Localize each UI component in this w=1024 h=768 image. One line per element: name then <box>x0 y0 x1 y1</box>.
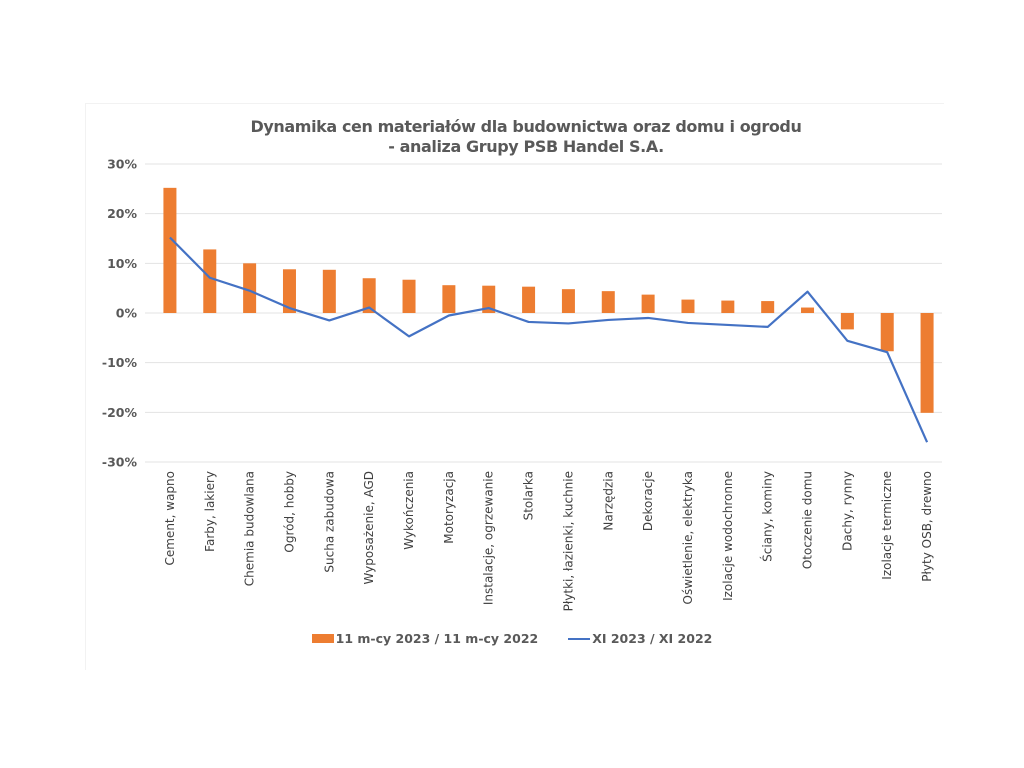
legend-swatch-bar <box>311 634 334 643</box>
x-tick-label: Stolarka <box>522 471 536 520</box>
x-tick-label: Farby, lakiery <box>203 471 217 552</box>
x-tick-label: Chemia budowlana <box>243 471 257 586</box>
y-tick-label: 20% <box>107 206 137 221</box>
legend: 11 m-cy 2023 / 11 m-cy 2022 XI 2023 / XI… <box>0 631 1024 646</box>
bar <box>362 278 376 313</box>
bar <box>840 313 854 330</box>
bar <box>681 299 695 313</box>
bar <box>880 313 894 352</box>
bar <box>561 289 575 313</box>
x-tick-label: Ogród, hobby <box>282 471 296 553</box>
bar-series <box>163 187 934 413</box>
x-tick-label: Izolacje wodochronne <box>721 471 735 601</box>
bar <box>482 285 496 313</box>
legend-swatch-line <box>568 637 591 640</box>
x-tick-label: Cement, wapno <box>163 471 177 566</box>
x-tick-label: Narzędzia <box>601 471 615 531</box>
x-tick-label: Sucha zabudowa <box>322 471 336 573</box>
bar <box>442 285 456 313</box>
chart-title: Dynamika cen materiałów dla budownictwa … <box>250 117 802 136</box>
x-tick-label: Dekoracje <box>641 471 655 531</box>
bar <box>601 291 615 313</box>
line-series <box>169 236 929 443</box>
bar <box>761 301 775 313</box>
x-tick-label: Izolacje termiczne <box>880 471 894 580</box>
y-axis-ticks: 30% 20% 10% 0% -10% -20% -30% <box>102 157 138 470</box>
y-tick-label: -20% <box>102 405 138 420</box>
bar <box>322 269 336 313</box>
bar <box>721 300 735 313</box>
legend-label-bar: 11 m-cy 2023 / 11 m-cy 2022 <box>335 631 539 646</box>
y-tick-label: -30% <box>102 455 138 470</box>
x-tick-label: Oświetlenie, elektryka <box>681 471 695 604</box>
bar <box>163 187 177 313</box>
x-tick-label: Instalacje, ogrzewanie <box>482 471 496 605</box>
bar <box>243 263 257 313</box>
y-tick-label: 10% <box>107 256 137 271</box>
chart-title-block: Dynamika cen materiałów dla budownictwa … <box>0 117 1024 157</box>
bar <box>641 294 655 313</box>
x-tick-label: Płyty OSB, drewno <box>920 471 934 582</box>
gridlines <box>145 163 942 463</box>
y-tick-label: 0% <box>116 306 138 321</box>
legend-item-line: XI 2023 / XI 2022 <box>568 631 712 646</box>
legend-label-line: XI 2023 / XI 2022 <box>592 631 713 646</box>
series-line <box>169 236 929 443</box>
x-tick-label: Dachy, rynny <box>840 471 854 551</box>
x-tick-label: Ściany, kominy <box>760 471 775 562</box>
bar <box>402 279 416 313</box>
bar <box>282 269 296 313</box>
bar <box>203 249 217 313</box>
x-tick-label: Wykończenia <box>402 471 416 550</box>
x-tick-label: Otoczenie domu <box>801 471 815 569</box>
legend-item-bar: 11 m-cy 2023 / 11 m-cy 2022 <box>311 631 539 646</box>
y-tick-label: -10% <box>102 355 138 370</box>
x-tick-label: Wyposażenie, AGD <box>362 471 376 585</box>
bar <box>920 313 934 413</box>
bar <box>522 286 536 313</box>
bar <box>801 307 815 313</box>
x-tick-label: Płytki, łazienki, kuchnie <box>561 471 575 611</box>
x-axis-ticks: Cement, wapno Farby, lakiery Chemia budowl… <box>163 471 934 611</box>
chart-area <box>85 103 944 670</box>
y-tick-label: 30% <box>107 157 137 172</box>
x-tick-label: Motoryzacja <box>442 471 456 544</box>
chart-subtitle: - analiza Grupy PSB Handel S.A. <box>388 137 664 156</box>
